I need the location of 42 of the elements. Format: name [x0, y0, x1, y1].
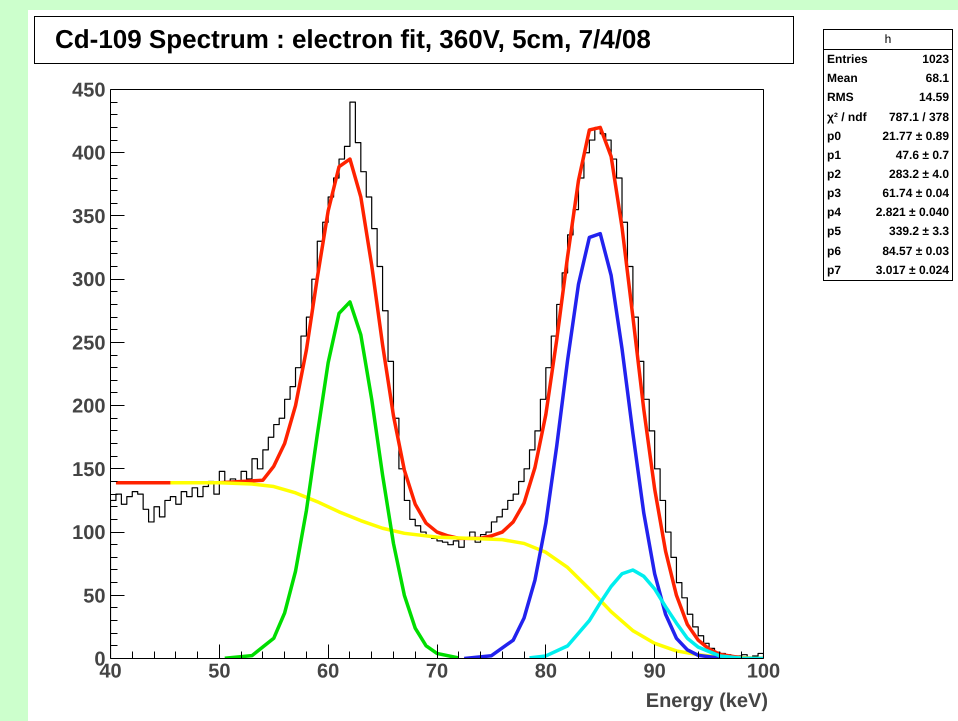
x-tick-label: 70	[426, 660, 448, 682]
x-tick-label: 80	[534, 660, 557, 682]
y-tick-label: 300	[72, 269, 106, 292]
text: 2.821 ± 0.040	[874, 204, 950, 222]
text: 14.59	[918, 89, 950, 106]
x-tick-label: 100	[746, 660, 780, 682]
y-tick-label: 150	[72, 458, 106, 481]
text: Mean	[826, 70, 859, 88]
text: 84.57 ± 0.03	[881, 242, 950, 260]
text: p4	[826, 204, 842, 222]
x-tick-label: 60	[317, 660, 340, 682]
text: 339.2 ± 3.3	[888, 223, 950, 240]
chart-title: Cd-109 Spectrum : electron fit, 360V, 5cm, 7/4/08	[55, 24, 651, 54]
y-tick-label: 350	[72, 206, 106, 228]
text: p7	[826, 262, 842, 279]
x-tick-label: 50	[208, 660, 230, 682]
text: 1023	[921, 51, 950, 68]
text: p5	[826, 223, 842, 240]
x-tick-label: 90	[644, 660, 666, 682]
y-tick-label: 200	[72, 396, 106, 418]
text: p0	[826, 128, 842, 145]
text: 787.1 / 378	[888, 108, 950, 126]
text: h	[824, 30, 952, 50]
text: p1	[826, 146, 842, 164]
y-tick-label: 250	[72, 332, 106, 354]
text: 283.2 ± 4.0	[888, 166, 950, 183]
text: 61.74 ± 0.04	[881, 185, 950, 202]
y-tick-label: 400	[72, 142, 106, 165]
x-axis-title: Energy (keV)	[646, 689, 768, 714]
text: 68.1	[924, 70, 950, 88]
text: p3	[826, 185, 842, 202]
text: 3.017 ± 0.024	[874, 262, 950, 279]
text: 47.6 ± 0.7	[894, 146, 950, 164]
text: p6	[826, 242, 842, 260]
text: RMS	[826, 89, 855, 106]
text: Entries	[826, 51, 869, 68]
text: 21.77 ± 0.89	[881, 128, 950, 145]
y-tick-label: 50	[83, 585, 106, 608]
text: χ² / ndf	[826, 108, 868, 126]
y-tick-label: 450	[72, 80, 106, 102]
text: p2	[826, 166, 842, 183]
y-tick-label: 100	[72, 522, 106, 544]
